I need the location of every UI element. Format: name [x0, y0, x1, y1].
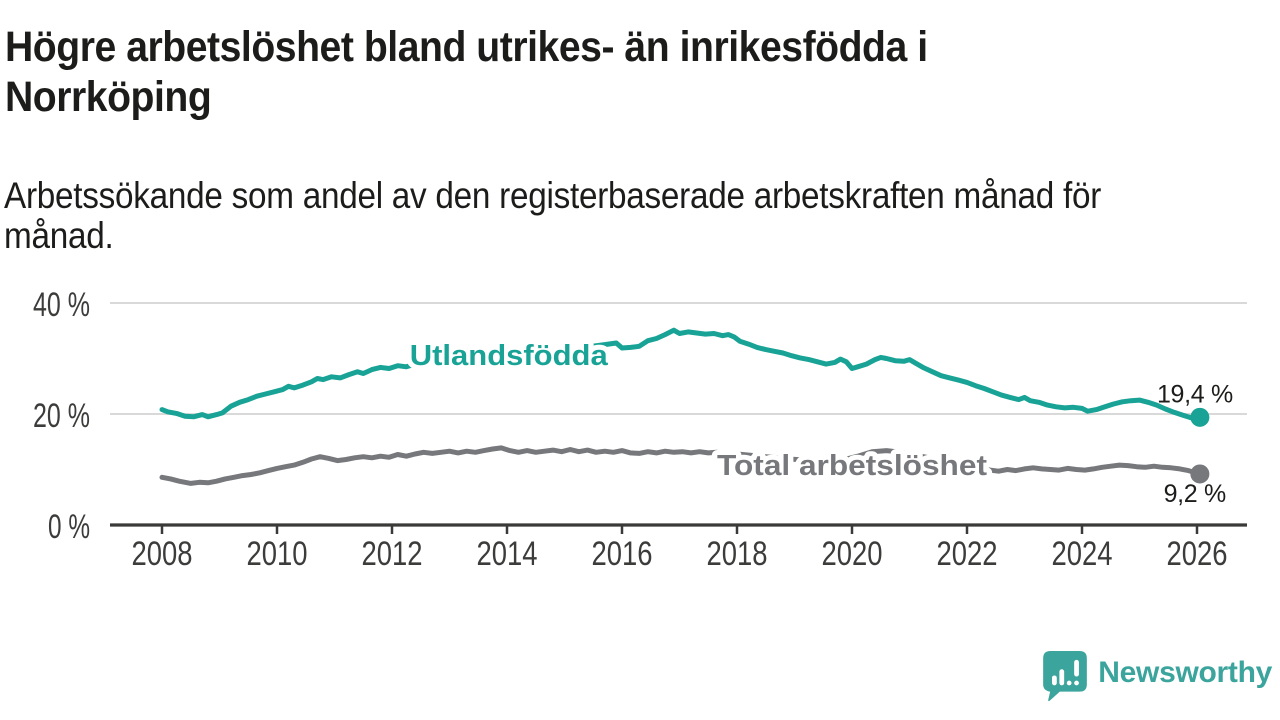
x-axis-label-2018: 2018 — [707, 535, 768, 573]
end-dot-total-arbetsl-shet — [1190, 464, 1210, 484]
newsworthy-speech-bubble-icon — [1043, 651, 1088, 702]
x-axis-label-2020: 2020 — [822, 535, 883, 573]
x-axis-label-2024: 2024 — [1052, 535, 1113, 573]
y-axis-label-0: 0 % — [48, 508, 90, 546]
x-axis-label-2022: 2022 — [937, 535, 998, 573]
x-axis-label-2008: 2008 — [132, 535, 193, 573]
chart-subtitle: Arbetssökande som andel av den registerb… — [4, 175, 1102, 256]
newsworthy-wordmark: Newsworthy — [1098, 656, 1272, 689]
end-value-label-utlandsf-dda: 19,4 % — [1157, 380, 1233, 408]
end-value-label-total-arbetsl-shet: 9,2 % — [1164, 480, 1226, 508]
end-dot-utlandsf-dda — [1190, 407, 1210, 427]
x-axis-label-2016: 2016 — [592, 535, 653, 573]
series-label-total-arbetsl-shet: Total arbetslöshet — [717, 450, 987, 482]
page-title: Högre arbetslöshet bland utrikes- än inr… — [5, 23, 928, 121]
newsworthy-logo[interactable]: Newsworthy — [1042, 648, 1272, 704]
x-axis-label-2010: 2010 — [247, 535, 308, 573]
y-axis-label-20: 20 % — [33, 397, 90, 435]
x-axis-label-2026: 2026 — [1167, 535, 1228, 573]
x-axis-label-2012: 2012 — [362, 535, 423, 573]
series-label-utlandsf-dda: Utlandsfödda — [410, 340, 609, 372]
line-utlandsf-dda — [159, 327, 1203, 421]
y-axis-label-40: 40 % — [33, 286, 90, 324]
line-total-arbetsl-shet — [159, 445, 1203, 486]
bar-chart-glyph — [1052, 659, 1080, 686]
x-axis-label-2014: 2014 — [477, 535, 538, 573]
